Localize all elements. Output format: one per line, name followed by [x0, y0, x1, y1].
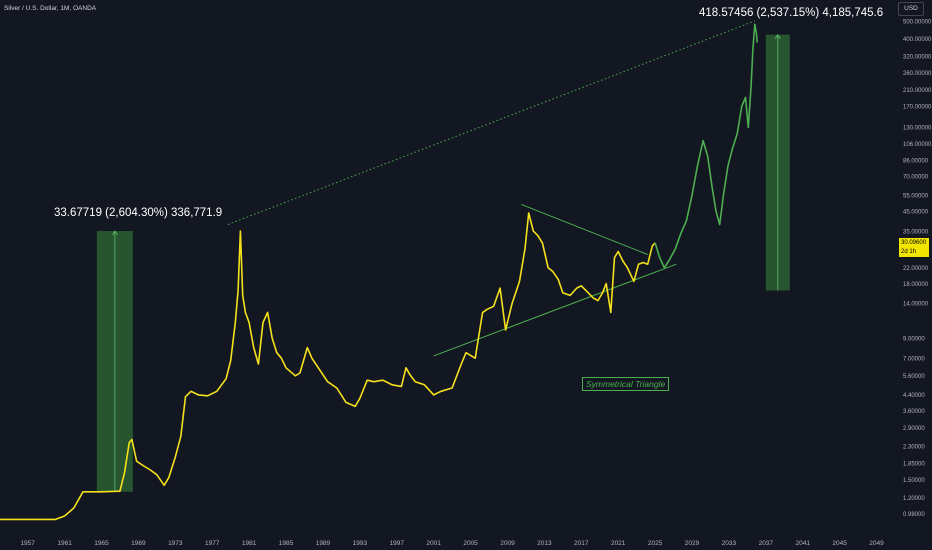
x-tick-label: 1985	[279, 540, 294, 547]
y-tick-label: 86.00000	[903, 158, 929, 164]
x-tick-label: 1957	[20, 540, 35, 547]
y-tick-label: 130.00000	[903, 126, 932, 132]
y-tick-label: 500.00000	[903, 19, 932, 25]
x-tick-label: 2029	[685, 540, 700, 547]
measure-label-1: 33.67719 (2,604.30%) 336,771.9	[54, 207, 223, 219]
trend-line-long-term	[227, 20, 755, 226]
x-tick-label: 2037	[759, 540, 774, 547]
y-tick-label: 0.98000	[903, 512, 925, 518]
symmetrical-triangle-label[interactable]: Symmetrical Triangle	[582, 377, 670, 391]
measure-arrowhead-2	[774, 33, 781, 39]
y-tick-label: 1.20000	[903, 496, 925, 502]
y-tick-label: 2.30000	[903, 444, 925, 450]
x-tick-label: 2013	[537, 540, 552, 547]
y-tick-label: 35.00000	[903, 229, 929, 235]
y-tick-label: 3.60000	[903, 409, 925, 415]
x-tick-label: 2033	[722, 540, 737, 547]
bar-countdown: 2d 1h	[901, 248, 917, 255]
trend-line-triangle-upper	[521, 203, 648, 255]
y-tick-label: 45.00000	[903, 209, 929, 215]
y-tick-label: 5.60000	[903, 374, 925, 380]
x-tick-label: 2025	[648, 540, 663, 547]
series-line-projection	[654, 23, 758, 269]
y-tick-label: 4.40000	[903, 393, 925, 399]
x-tick-label: 2009	[500, 540, 515, 547]
x-tick-label: 1981	[242, 540, 257, 547]
x-tick-label: 2041	[795, 540, 810, 547]
x-tick-label: 1997	[390, 540, 405, 547]
y-tick-label: 400.00000	[903, 37, 932, 43]
x-tick-label: 2001	[426, 540, 441, 547]
x-tick-label: 2017	[574, 540, 589, 547]
series-line-history	[0, 212, 656, 521]
y-tick-label: 1.85000	[903, 462, 925, 468]
x-tick-label: 1977	[205, 540, 220, 547]
y-tick-label: 170.00000	[903, 104, 932, 110]
last-price-value: 30.09600	[901, 240, 927, 246]
y-tick-label: 320.00000	[903, 55, 932, 61]
y-tick-label: 55.00000	[903, 194, 929, 200]
x-tick-label: 2045	[832, 540, 847, 547]
currency-button[interactable]: USD	[898, 2, 924, 16]
x-tick-label: 2049	[869, 540, 884, 547]
symbol-title[interactable]: Silver / U.S. Dollar, 1M, OANDA	[4, 5, 97, 12]
y-tick-label: 260.00000	[903, 71, 932, 77]
y-tick-label: 210.00000	[903, 88, 932, 94]
trend-line-triangle-lower	[433, 263, 677, 357]
x-tick-label: 1969	[131, 540, 146, 547]
y-tick-label: 22.00000	[903, 266, 929, 272]
y-tick-label: 1.50000	[903, 478, 925, 484]
y-tick-label: 70.00000	[903, 175, 929, 181]
y-tick-label: 2.90000	[903, 426, 925, 432]
measure-arrowhead-1	[112, 230, 118, 236]
y-tick-label: 106.00000	[903, 142, 932, 148]
measure-label-2: 418.57456 (2,537.15%) 4,185,745.6	[699, 7, 884, 19]
x-tick-label: 1993	[353, 540, 368, 547]
x-tick-label: 1965	[94, 540, 109, 547]
y-tick-label: 14.00000	[903, 302, 929, 308]
x-tick-label: 1961	[57, 540, 72, 547]
y-tick-label: 18.00000	[903, 282, 929, 288]
x-tick-label: 2021	[611, 540, 626, 547]
x-tick-label: 1989	[316, 540, 331, 547]
x-tick-label: 1973	[168, 540, 183, 547]
y-tick-label: 7.00000	[903, 356, 925, 362]
x-tick-label: 2005	[463, 540, 478, 547]
last-price-tag: 30.09600 2d 1h	[899, 238, 929, 257]
y-tick-label: 9.00000	[903, 337, 925, 343]
